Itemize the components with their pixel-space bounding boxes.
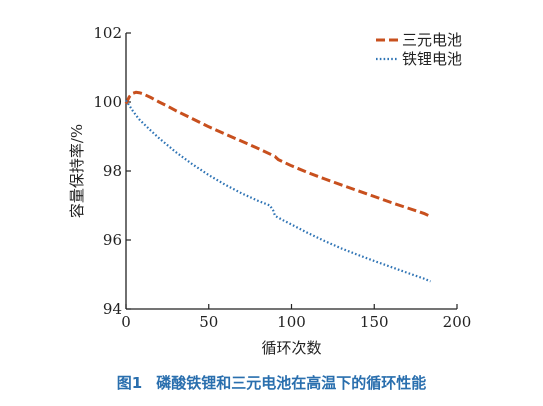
axes xyxy=(125,33,457,310)
legend-label-2: 铁锂电池 xyxy=(402,50,462,68)
x-tick-label: 100 xyxy=(277,313,306,331)
y-axis-label: 容量保持率/% xyxy=(68,124,86,218)
x-tick-label: 200 xyxy=(443,313,472,331)
y-tick-label: 96 xyxy=(103,231,122,249)
y-axis-ticks: 94 96 98 100 102 xyxy=(93,24,131,318)
series-line-2 xyxy=(125,99,431,283)
series-line-1 xyxy=(124,90,432,218)
series-group xyxy=(124,90,432,283)
legend-label-1: 三元电池 xyxy=(402,31,462,49)
x-tick-label: 50 xyxy=(199,313,218,331)
x-tick-label: 150 xyxy=(360,313,389,331)
figure-caption-text: 磷酸铁锂和三元电池在高温下的循环性能 xyxy=(156,374,427,392)
x-axis-label: 循环次数 xyxy=(261,339,321,357)
x-tick-label: 0 xyxy=(121,313,131,331)
x-axis-ticks: 0 50 100 150 200 xyxy=(121,304,471,331)
y-tick-label: 100 xyxy=(93,93,122,111)
y-tick-label: 94 xyxy=(103,300,122,318)
figure-caption: 图1 磷酸铁锂和三元电池在高温下的循环性能 xyxy=(0,372,543,393)
figure-number: 图1 xyxy=(116,374,143,392)
y-tick-label: 102 xyxy=(93,24,122,42)
y-tick-label: 98 xyxy=(103,162,122,180)
